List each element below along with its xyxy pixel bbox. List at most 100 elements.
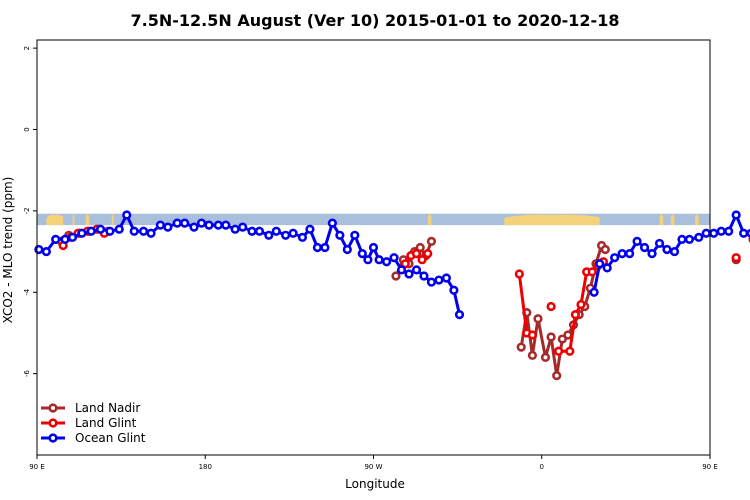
- data-point: [731, 210, 741, 220]
- data-point: [404, 269, 414, 279]
- x-tick-label: 90 E: [702, 463, 718, 471]
- map-band: [37, 213, 710, 226]
- data-point: [587, 267, 597, 277]
- data-point: [576, 299, 586, 310]
- data-point: [684, 234, 695, 244]
- ocean-band: [37, 213, 710, 226]
- data-point: [600, 244, 610, 255]
- data-point: [602, 263, 612, 273]
- data-point: [514, 269, 524, 279]
- land-patch: [659, 214, 664, 226]
- x-tick-label: 180: [199, 463, 212, 471]
- data-point: [95, 224, 106, 234]
- data-point: [527, 350, 538, 360]
- data-point: [114, 224, 124, 234]
- land-patch: [111, 214, 114, 226]
- data-point: [516, 342, 526, 352]
- chart-title: 7.5N-12.5N August (Ver 10) 2015-01-01 to…: [131, 11, 620, 30]
- data-point: [553, 346, 564, 356]
- data-point: [129, 226, 139, 236]
- data-point: [540, 352, 551, 362]
- data-point: [389, 253, 399, 263]
- data-point: [419, 271, 429, 281]
- data-point: [527, 330, 538, 340]
- data-point: [669, 246, 680, 257]
- data-point: [271, 226, 281, 236]
- data-point: [411, 249, 422, 259]
- data-point: [77, 228, 87, 238]
- data-point: [417, 255, 427, 265]
- data-point: [449, 285, 459, 295]
- data-point: [625, 249, 635, 259]
- data-point: [617, 249, 627, 259]
- data-point: [662, 244, 672, 255]
- data-point: [221, 220, 231, 230]
- y-tick-label: 0: [23, 127, 31, 131]
- data-point: [247, 226, 257, 236]
- data-point: [677, 234, 687, 244]
- data-point: [146, 228, 156, 238]
- data-point: [180, 218, 190, 228]
- data-point: [724, 226, 734, 236]
- data-point: [557, 334, 567, 344]
- data-point: [264, 230, 274, 240]
- data-point: [86, 226, 96, 236]
- x-tick-label: 90 W: [364, 463, 382, 471]
- data-point: [122, 210, 132, 220]
- legend-label: Ocean Glint: [75, 431, 146, 445]
- data-point: [434, 275, 444, 285]
- data-point: [60, 234, 70, 244]
- data-point: [546, 332, 556, 342]
- data-point: [381, 257, 392, 267]
- legend-marker: [48, 433, 58, 443]
- data-point: [363, 255, 373, 265]
- series-layer: [34, 210, 750, 381]
- data-point: [552, 371, 562, 381]
- data-point: [288, 228, 298, 238]
- data-point: [565, 346, 575, 356]
- data-point: [411, 265, 422, 275]
- data-point: [739, 228, 749, 238]
- data-point: [230, 224, 240, 234]
- data-point: [305, 224, 315, 234]
- data-point: [357, 249, 367, 259]
- land-patch: [427, 214, 432, 226]
- x-tick-label: 90 E: [29, 463, 45, 471]
- data-point: [610, 253, 620, 263]
- land-patch: [85, 214, 90, 226]
- data-point: [342, 244, 352, 255]
- y-tick-label: -2: [23, 207, 31, 214]
- data-point: [281, 230, 291, 240]
- data-point: [701, 228, 711, 238]
- data-point: [647, 249, 657, 259]
- data-point: [731, 253, 741, 263]
- data-point: [570, 310, 581, 320]
- data-point: [172, 218, 182, 228]
- data-point: [639, 242, 650, 253]
- data-point: [204, 220, 214, 230]
- data-point: [41, 246, 51, 257]
- data-point: [709, 228, 719, 238]
- legend-marker: [48, 418, 58, 428]
- data-point: [441, 273, 452, 283]
- data-point: [423, 249, 433, 259]
- land-patch: [695, 214, 699, 226]
- data-point: [155, 220, 165, 230]
- land-patch: [504, 214, 600, 226]
- data-point: [374, 255, 384, 265]
- land-patch: [72, 214, 75, 226]
- data-point: [238, 222, 248, 232]
- data-point: [327, 218, 337, 228]
- data-point: [400, 259, 410, 269]
- data-point: [426, 277, 437, 287]
- land-patch: [670, 214, 675, 226]
- data-point: [716, 226, 726, 236]
- y-tick-label: -4: [23, 288, 31, 296]
- y-tick-label: 2: [23, 46, 31, 50]
- land-patch: [46, 214, 64, 226]
- data-point: [396, 265, 407, 275]
- series-ocean-glint: [34, 210, 750, 320]
- data-point: [163, 222, 173, 232]
